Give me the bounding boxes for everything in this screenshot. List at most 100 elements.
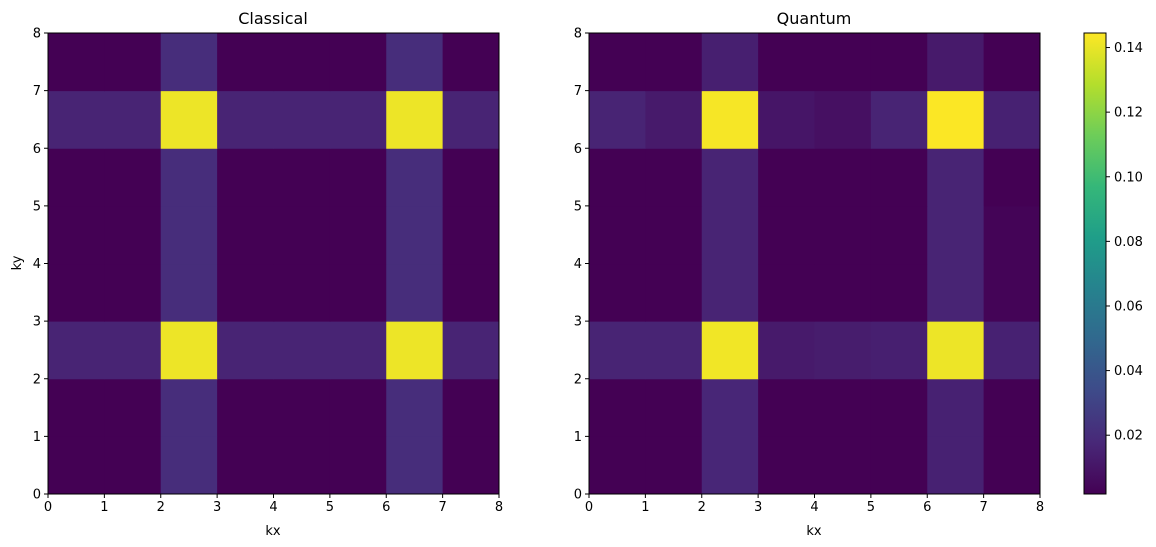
heatmap-cell xyxy=(814,378,872,437)
heatmap-cell xyxy=(927,33,985,92)
heatmap-cell xyxy=(589,33,646,92)
heatmap-cell xyxy=(48,33,105,92)
heatmap-cell xyxy=(589,90,646,149)
heatmap-cell xyxy=(645,90,703,149)
heatmap-cell xyxy=(217,263,275,322)
heatmap-cell xyxy=(758,148,816,207)
heatmap-cell xyxy=(927,436,985,495)
y-tick-label: 7 xyxy=(574,84,582,99)
heatmap-cell xyxy=(273,436,331,495)
heatmap-classical: Classical 0 1 2 3 4 5 6 7 8 0 1 2 3 4 5 6 7 8 kx ky xyxy=(10,9,503,539)
heatmap-cell xyxy=(329,205,387,265)
y-tick-label: 7 xyxy=(33,84,41,99)
heatmap-cell xyxy=(701,33,759,92)
heatmap-cell xyxy=(701,321,759,380)
x-tick-label: 3 xyxy=(754,500,762,515)
x-axis-label-classical: kx xyxy=(265,524,281,539)
y-tick-label: 1 xyxy=(33,430,41,445)
heatmap-cell xyxy=(442,263,500,322)
chart-title-quantum: Quantum xyxy=(777,9,852,28)
heatmap-cell xyxy=(589,378,646,437)
heatmap-cell xyxy=(814,148,872,207)
heatmap-cell xyxy=(645,321,703,380)
x-tick-label: 6 xyxy=(923,500,931,515)
x-axis-ticks-quantum: 0 1 2 3 4 5 6 7 8 xyxy=(585,494,1044,515)
heatmap-cell xyxy=(386,321,444,380)
y-tick-label: 8 xyxy=(33,27,41,42)
y-tick-label: 0 xyxy=(574,488,582,503)
heatmap-cell xyxy=(217,378,275,437)
heatmap-cell xyxy=(758,33,816,92)
heatmap-cell xyxy=(442,321,500,380)
heatmap-cell xyxy=(870,436,928,495)
colorbar-gradient xyxy=(1084,33,1106,494)
heatmap-cell xyxy=(273,263,331,322)
heatmap-cell xyxy=(442,205,500,265)
heatmap-cell xyxy=(386,148,444,207)
heatmap-cell xyxy=(386,205,444,265)
heatmap-cell xyxy=(217,205,275,265)
y-tick-label: 6 xyxy=(33,142,41,157)
heatmap-cell xyxy=(645,33,703,92)
y-tick-label: 3 xyxy=(33,315,41,330)
heatmap-cell xyxy=(329,321,387,380)
y-axis-label-classical: ky xyxy=(10,255,25,270)
colorbar-tick-label: 0.06 xyxy=(1114,299,1143,314)
y-tick-label: 5 xyxy=(33,199,41,214)
heatmap-cell xyxy=(48,90,105,149)
x-tick-label: 8 xyxy=(1036,500,1044,515)
x-tick-label: 7 xyxy=(438,500,446,515)
heatmap-cell xyxy=(386,436,444,495)
heatmap-cell xyxy=(758,90,816,149)
heatmap-cell xyxy=(104,33,162,92)
heatmap-cell xyxy=(758,378,816,437)
heatmap-cell xyxy=(983,321,1041,380)
heatmap-cell xyxy=(273,321,331,380)
heatmap-cell xyxy=(814,205,872,265)
x-tick-label: 1 xyxy=(100,500,108,515)
x-tick-label: 2 xyxy=(698,500,706,515)
heatmap-cell xyxy=(442,378,500,437)
heatmap-cell xyxy=(927,205,985,265)
heatmap-cell xyxy=(217,436,275,495)
x-tick-label: 1 xyxy=(641,500,649,515)
x-tick-label: 4 xyxy=(810,500,818,515)
heatmap-cell xyxy=(48,436,105,495)
y-tick-label: 6 xyxy=(574,142,582,157)
heatmap-cell xyxy=(983,148,1041,207)
heatmap-cell xyxy=(983,90,1041,149)
colorbar-frame xyxy=(1083,32,1107,495)
heatmap-cell xyxy=(758,263,816,322)
heatmap-cell xyxy=(442,436,500,495)
y-tick-label: 2 xyxy=(574,372,582,387)
heatmap-cell xyxy=(589,205,646,265)
y-tick-label: 5 xyxy=(574,199,582,214)
y-tick-label: 2 xyxy=(33,372,41,387)
heatmap-cell xyxy=(104,263,162,322)
colorbar-tick-label: 0.02 xyxy=(1114,429,1143,444)
heatmap-cell xyxy=(160,148,218,207)
x-axis-ticks-classical: 0 1 2 3 4 5 6 7 8 xyxy=(44,494,503,515)
y-axis-ticks-quantum: 0 1 2 3 4 5 6 7 8 xyxy=(574,27,589,503)
heatmap-cell xyxy=(983,436,1041,495)
heatmap-cell xyxy=(386,90,444,149)
heatmap-cell xyxy=(758,436,816,495)
x-tick-label: 6 xyxy=(382,500,390,515)
heatmap-cells-classical xyxy=(48,33,500,495)
heatmap-cell xyxy=(386,33,444,92)
heatmap-cell xyxy=(273,378,331,437)
x-tick-label: 8 xyxy=(495,500,503,515)
heatmap-cell xyxy=(217,321,275,380)
heatmap-cell xyxy=(160,378,218,437)
colorbar-ticks: 0.02 0.04 0.06 0.08 0.10 0.12 0.14 xyxy=(1106,41,1143,444)
heatmap-cell xyxy=(927,378,985,437)
x-tick-label: 0 xyxy=(585,500,593,515)
heatmap-cell xyxy=(273,33,331,92)
heatmap-cell xyxy=(814,263,872,322)
heatmap-cell xyxy=(329,90,387,149)
heatmap-cell xyxy=(589,436,646,495)
x-tick-label: 3 xyxy=(213,500,221,515)
heatmap-cell xyxy=(217,90,275,149)
heatmap-cell xyxy=(442,33,500,92)
heatmap-cell xyxy=(329,378,387,437)
